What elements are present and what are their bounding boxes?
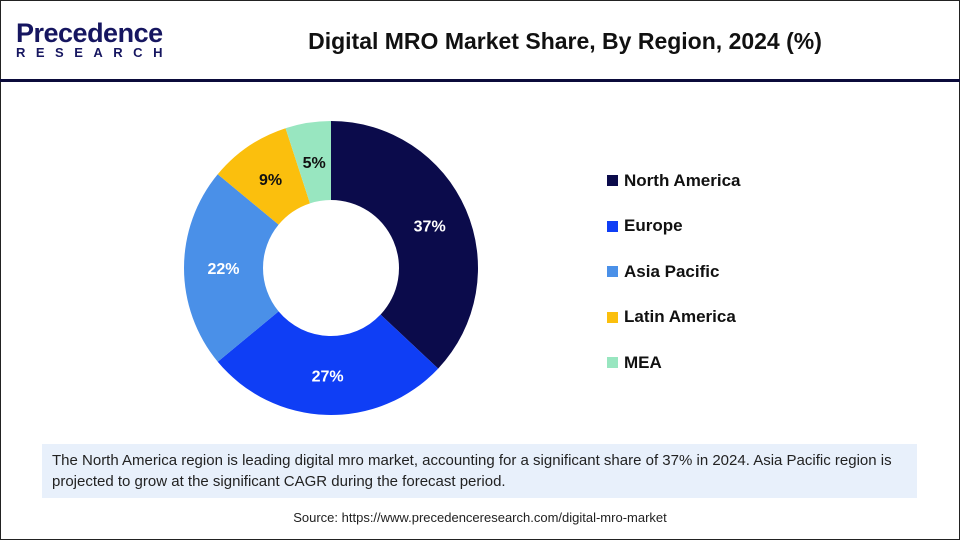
slice-latin-america bbox=[217, 128, 310, 225]
legend-label: Asia Pacific bbox=[624, 261, 720, 281]
data-label: 9% bbox=[259, 172, 282, 189]
legend-item: Latin America bbox=[607, 295, 741, 341]
logo-line2: RESEARCH bbox=[16, 45, 173, 60]
data-label: 22% bbox=[207, 261, 239, 278]
data-label: 37% bbox=[414, 218, 446, 235]
legend: North America Europe Asia Pacific Latin Ame… bbox=[607, 158, 741, 386]
legend-item: MEA bbox=[607, 340, 741, 386]
slice-europe bbox=[217, 311, 439, 415]
slice-asia-pacific bbox=[183, 174, 279, 362]
legend-label: North America bbox=[624, 170, 741, 190]
logo: Precedence RESEARCH bbox=[16, 18, 173, 60]
legend-swatch bbox=[607, 220, 618, 232]
source-text: Source: https://www.precedenceresearch.c… bbox=[293, 510, 667, 525]
legend-label: Latin America bbox=[624, 307, 736, 327]
slice-north-america bbox=[331, 121, 478, 369]
legend-item: North America bbox=[607, 158, 741, 204]
legend-swatch bbox=[607, 311, 618, 323]
legend-item: Europe bbox=[607, 204, 741, 250]
header-divider bbox=[0, 79, 960, 82]
data-label: 27% bbox=[312, 368, 344, 385]
summary-note: The North America region is leading digi… bbox=[42, 444, 917, 498]
legend-item: Asia Pacific bbox=[607, 249, 741, 295]
slice-mea bbox=[285, 121, 331, 204]
legend-swatch bbox=[607, 175, 618, 187]
logo-line1: Precedence bbox=[16, 18, 163, 48]
legend-label: Europe bbox=[624, 216, 683, 236]
legend-label: MEA bbox=[624, 352, 662, 372]
legend-swatch bbox=[607, 357, 618, 369]
data-label: 5% bbox=[303, 155, 326, 172]
chart-title: Digital MRO Market Share, By Region, 202… bbox=[308, 28, 822, 54]
legend-swatch bbox=[607, 266, 618, 278]
